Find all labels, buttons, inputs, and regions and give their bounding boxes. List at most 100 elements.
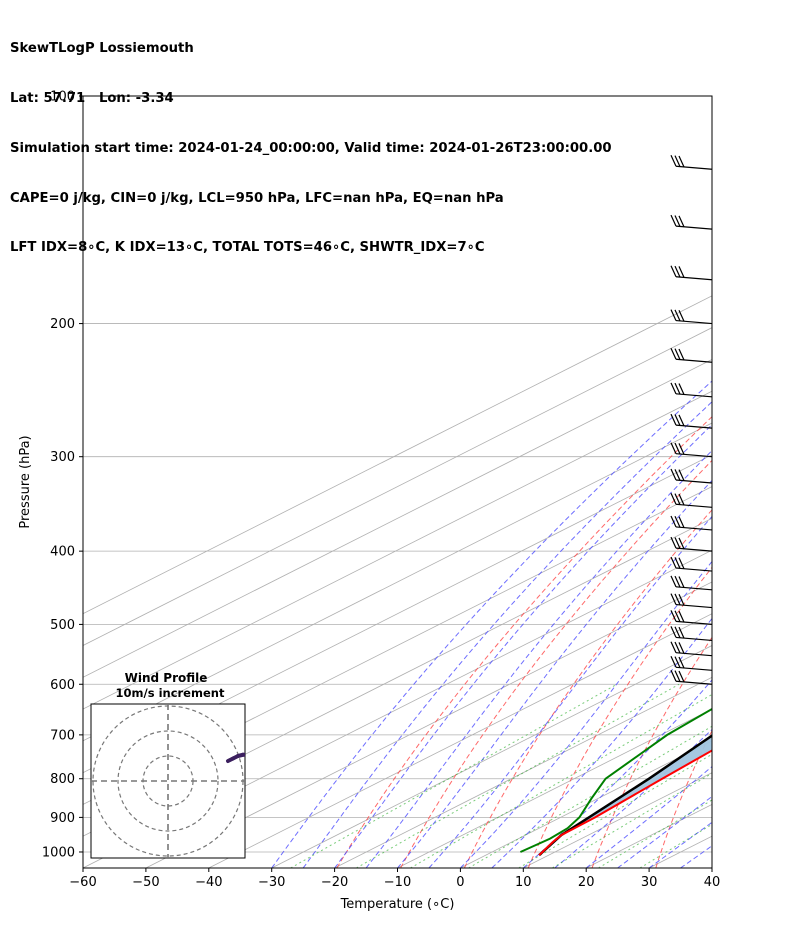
hodograph-trace <box>253 756 258 759</box>
y-tick-label: 300 <box>50 450 75 465</box>
isotherm <box>83 327 712 646</box>
moist-adiabat <box>397 479 712 868</box>
wind-barb <box>670 265 712 281</box>
dry-adiabat <box>783 96 794 868</box>
hodograph-title: Wind Profile <box>125 671 208 685</box>
moist-adiabat <box>711 867 712 868</box>
isotherm <box>83 549 712 868</box>
dry-adiabat <box>655 729 712 868</box>
dry-adiabat <box>336 416 712 868</box>
y-tick-label: 900 <box>50 811 75 826</box>
y-tick-label: 100 <box>50 90 75 105</box>
moist-adiabat <box>648 821 712 868</box>
wind-barb <box>670 593 712 609</box>
wind-barb <box>670 626 712 642</box>
y-tick-label: 600 <box>50 678 75 693</box>
y-tick-label: 1000 <box>42 845 75 860</box>
x-tick-label: 40 <box>704 875 721 890</box>
isotherm <box>83 422 712 742</box>
isotherm <box>83 358 712 678</box>
moist-adiabat <box>428 515 712 868</box>
y-tick-label: 400 <box>50 545 75 560</box>
wind-barb <box>670 610 712 626</box>
hodograph-trace <box>265 769 266 772</box>
y-tick-label: 700 <box>50 728 75 743</box>
dry-adiabat <box>591 636 712 868</box>
moist-adiabat <box>271 380 712 868</box>
wind-barb <box>670 575 712 591</box>
wind-barb <box>670 214 712 230</box>
wind-barb <box>670 468 712 484</box>
time-line: Simulation start time: 2024-01-24_00:00:… <box>10 140 612 156</box>
x-tick-label: 20 <box>578 875 595 890</box>
hodograph-trace <box>258 759 261 762</box>
moist-adiabat <box>302 401 712 868</box>
hodograph-trace <box>263 764 264 767</box>
moist-adiabat <box>491 617 712 868</box>
dry-adiabat <box>720 96 794 868</box>
wind-barb <box>670 670 712 685</box>
hodograph-ring <box>117 730 219 832</box>
wind-barb <box>670 515 712 531</box>
isotherm <box>334 676 712 868</box>
isotherm <box>145 581 712 868</box>
isotherm <box>648 835 712 868</box>
hodograph-trace <box>264 766 265 769</box>
chart-title-block: SkewTLogP Lossiemouth Lat: 57.71 Lon: -3… <box>10 8 612 274</box>
wind-barb <box>670 493 712 508</box>
moist-adiabat <box>554 728 712 868</box>
x-tick-label: 10 <box>515 875 532 890</box>
isotherm <box>711 867 712 868</box>
cape-cin-shading <box>539 735 712 856</box>
mixing-ratio-line <box>290 683 618 868</box>
x-tick-label: −40 <box>195 875 222 890</box>
wind-barb <box>670 347 712 363</box>
wind-barb <box>670 556 712 572</box>
wind-barb <box>670 309 712 325</box>
x-tick-label: −60 <box>69 875 96 890</box>
x-tick-label: −20 <box>321 875 348 890</box>
dewpoint-line <box>519 707 712 853</box>
moist-adiabat <box>617 795 712 868</box>
mixing-ratio-line <box>598 799 712 868</box>
dry-adiabat <box>527 566 712 868</box>
y-tick-label: 200 <box>50 317 75 332</box>
index-line: LFT IDX=8∘C, K IDX=13∘C, TOTAL TOTS=46∘C… <box>10 240 485 256</box>
isotherm <box>83 295 712 615</box>
hodograph-canvas <box>91 704 266 858</box>
isotherm <box>83 517 712 837</box>
mixing-ratio-line <box>410 693 712 868</box>
x-tick-label: −50 <box>132 875 159 890</box>
temperature-line <box>538 749 712 856</box>
wind-barb <box>670 656 712 671</box>
hodograph-trace <box>248 755 253 756</box>
y-tick-label: 500 <box>50 618 75 633</box>
moist-adiabat <box>334 424 712 868</box>
isotherm <box>397 708 712 868</box>
dry-adiabat <box>400 459 712 868</box>
x-tick-label: −30 <box>258 875 285 890</box>
parcel-profile-line <box>538 734 712 857</box>
x-tick-label: 30 <box>641 875 658 890</box>
isotherm <box>83 390 712 710</box>
hodograph-trace <box>261 761 264 764</box>
mixing-ratio-line <box>518 753 712 868</box>
chart-title: SkewTLogP Lossiemouth <box>10 41 194 57</box>
x-axis-label: Temperature (∘C) <box>340 897 455 912</box>
wind-barb <box>670 442 712 458</box>
x-tick-label: −10 <box>384 875 411 890</box>
cape-line: CAPE=0 j/kg, CIN=0 j/kg, LCL=950 hPa, LF… <box>10 190 504 206</box>
wind-barb <box>670 382 712 398</box>
x-tick-label: 0 <box>456 875 464 890</box>
mixing-ratio-line <box>639 823 712 868</box>
wind-barb <box>670 536 712 552</box>
hodograph-subtitle: 10m/s increment <box>116 686 225 700</box>
y-tick-label: 800 <box>50 772 75 787</box>
mixing-ratio-line <box>552 772 712 868</box>
wind-barb <box>670 641 712 657</box>
isotherm <box>271 645 712 868</box>
moist-adiabat <box>460 560 712 868</box>
wind-barb <box>670 413 712 429</box>
location-line: Lat: 57.71 Lon: -3.34 <box>10 90 174 106</box>
